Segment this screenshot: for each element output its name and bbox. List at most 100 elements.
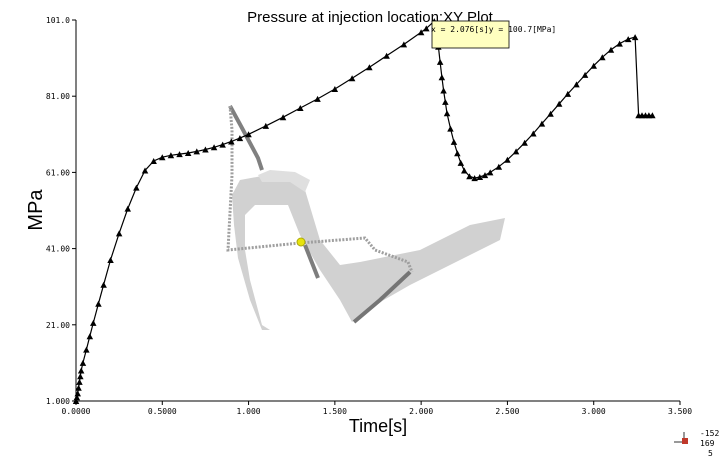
y-tick-label: 81.00 — [46, 92, 70, 101]
data-point — [486, 169, 494, 176]
data-point — [77, 367, 85, 374]
data-point — [150, 158, 157, 164]
data-point — [366, 64, 373, 71]
data-point — [262, 122, 270, 129]
data-point — [115, 230, 123, 237]
data-point — [476, 174, 484, 180]
data-point — [438, 74, 446, 81]
series-markers — [72, 18, 656, 404]
orientation-triad: -152 169 5 — [674, 429, 719, 458]
data-point — [86, 333, 94, 340]
data-point — [297, 105, 304, 111]
y-tick-label: 21.00 — [46, 321, 70, 330]
data-point — [649, 112, 656, 119]
series-line — [75, 19, 653, 402]
x-tick-label: 3.500 — [668, 407, 692, 416]
data-point — [457, 159, 465, 166]
data-point — [581, 71, 589, 78]
data-point — [77, 373, 84, 380]
data-point — [450, 138, 458, 145]
y-tick-label: 61.00 — [46, 168, 70, 177]
part-edge-dark-2 — [352, 270, 412, 324]
data-point — [481, 172, 489, 179]
y-tick-label: 41.00 — [46, 245, 70, 254]
x-tick-label: 2.000 — [409, 407, 433, 416]
data-point — [607, 46, 615, 53]
data-point — [466, 173, 473, 180]
data-point — [590, 62, 597, 69]
part-edge-dark-3 — [303, 244, 320, 279]
y-axis-label: MPa — [25, 189, 47, 231]
data-point — [73, 394, 81, 401]
data-point — [279, 114, 287, 121]
data-point — [504, 156, 511, 163]
x-tick-label: 0.5000 — [148, 407, 177, 416]
axes — [75, 20, 680, 402]
x-tick-label: 0.0000 — [62, 407, 91, 416]
data-point — [547, 110, 554, 117]
data-point — [124, 205, 131, 212]
data-point — [564, 90, 572, 97]
data-point — [423, 25, 430, 32]
data-point — [521, 139, 528, 146]
data-point — [443, 110, 451, 117]
injection-point — [296, 237, 306, 247]
x-axis-ticks: 0.0000 0.5000 1.000 1.500 2.000 2.500 3.000 3.5… — [62, 401, 692, 416]
y-tick-label: 101.0 — [46, 16, 70, 25]
triad-value-1: -152 — [700, 429, 719, 438]
data-point — [95, 300, 102, 307]
data-point — [436, 58, 444, 65]
data-point — [314, 95, 321, 102]
x-tick-label: 1.000 — [237, 407, 261, 416]
data-point — [107, 257, 114, 263]
triad-cube — [682, 438, 688, 444]
triad-value-2: 169 — [700, 439, 715, 448]
x-tick-label: 1.500 — [323, 407, 347, 416]
part-edge-dark-1 — [228, 105, 264, 171]
data-point — [512, 148, 520, 155]
triad-value-3: 5 — [708, 449, 713, 458]
data-point — [219, 141, 226, 148]
data-point — [74, 390, 81, 397]
tooltip-box — [431, 20, 510, 49]
data-point — [631, 34, 639, 41]
data-point — [76, 378, 83, 385]
data-point — [210, 144, 218, 151]
data-point — [72, 398, 80, 404]
data-point — [159, 154, 166, 161]
y-axis-ticks: 1.000 21.00 41.00 61.00 81.00 101.0 — [46, 16, 76, 406]
data-point — [538, 120, 546, 127]
data-point — [202, 146, 209, 153]
data-point — [417, 29, 425, 36]
data-point — [176, 151, 183, 158]
data-point — [83, 346, 90, 353]
data-point — [79, 359, 87, 366]
runner-path — [226, 105, 414, 273]
data-point — [400, 41, 408, 48]
data-point — [573, 81, 580, 88]
data-point — [616, 40, 623, 47]
data-point — [625, 36, 632, 43]
data-point — [141, 167, 149, 174]
part-geometry-overlay — [226, 105, 505, 330]
data-point — [331, 86, 339, 92]
data-point — [100, 281, 107, 288]
data-point — [228, 138, 235, 145]
data-point — [555, 100, 563, 107]
data-point — [75, 384, 82, 391]
data-point — [442, 98, 449, 105]
data-point — [454, 150, 461, 157]
point-tooltip: x = 2.076[s]y = 100.7[MPa] — [431, 20, 556, 49]
data-point — [245, 131, 252, 138]
y-tick-label: 1.000 — [46, 397, 70, 406]
tooltip-text: x = 2.076[s]y = 100.7[MPa] — [431, 25, 556, 34]
data-point — [471, 175, 478, 182]
data-point — [461, 167, 468, 174]
data-point — [133, 184, 140, 191]
data-point — [599, 54, 606, 61]
x-axis-label: Time[s] — [349, 416, 407, 436]
x-tick-label: 2.500 — [495, 407, 519, 416]
data-point — [236, 135, 244, 142]
part-top-lip — [258, 170, 310, 192]
x-tick-label: 3.000 — [582, 407, 606, 416]
